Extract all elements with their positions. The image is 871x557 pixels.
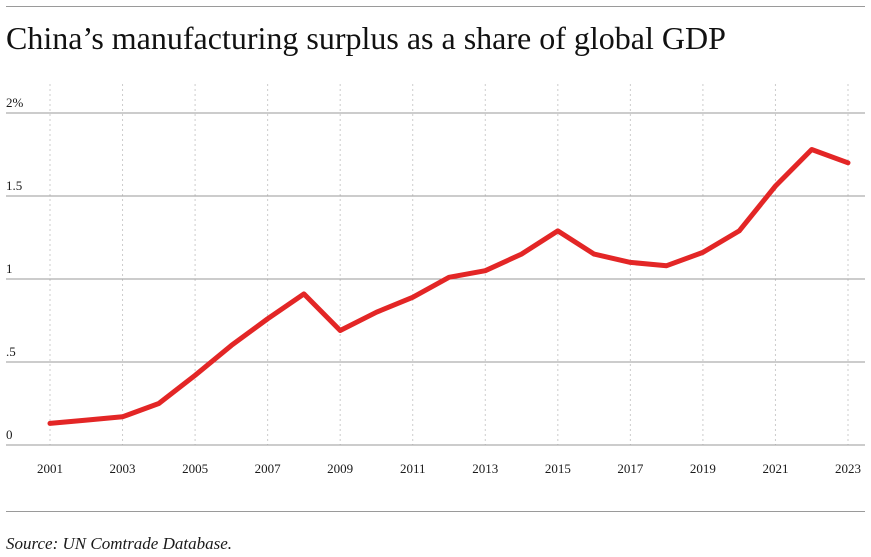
x-tick-label-2011: 2011 — [400, 461, 426, 476]
x-axis-tick-labels: 2001 2003 2005 2007 2009 2011 2013 2015 2017 2019… — [37, 461, 861, 476]
series-layer — [47, 147, 851, 426]
x-tick-label-2017: 2017 — [617, 461, 644, 476]
series-line-0 — [47, 147, 851, 426]
line-chart: 0.511.52% 2001 2003 2005 2007 2009 2011 2013 20… — [6, 84, 865, 476]
x-tick-label-2005: 2005 — [182, 461, 208, 476]
y-tick-label-0: 0 — [6, 427, 13, 442]
source-note: Source: UN Comtrade Database. — [6, 534, 233, 553]
chart-title: China’s manufacturing surplus as a share… — [6, 20, 726, 56]
x-tick-label-2021: 2021 — [762, 461, 788, 476]
x-tick-label-2009: 2009 — [327, 461, 353, 476]
bottom-rule — [6, 511, 865, 512]
x-tick-label-2013: 2013 — [472, 461, 498, 476]
x-tick-label-2023: 2023 — [835, 461, 861, 476]
top-rule — [6, 6, 865, 7]
horizontal-gridlines — [6, 112, 865, 446]
y-tick-label-4: 2% — [6, 95, 24, 110]
x-tick-label-2019: 2019 — [690, 461, 716, 476]
x-tick-label-2001: 2001 — [37, 461, 63, 476]
x-tick-label-2003: 2003 — [110, 461, 136, 476]
y-tick-label-3: 1.5 — [6, 178, 22, 193]
vertical-gridlines — [49, 84, 849, 445]
x-tick-label-2007: 2007 — [255, 461, 282, 476]
x-tick-label-2015: 2015 — [545, 461, 571, 476]
y-tick-label-2: 1 — [6, 261, 13, 276]
y-tick-label-1: .5 — [6, 344, 16, 359]
y-axis-tick-labels: 0 .5 1 1.5 2% — [6, 95, 24, 442]
